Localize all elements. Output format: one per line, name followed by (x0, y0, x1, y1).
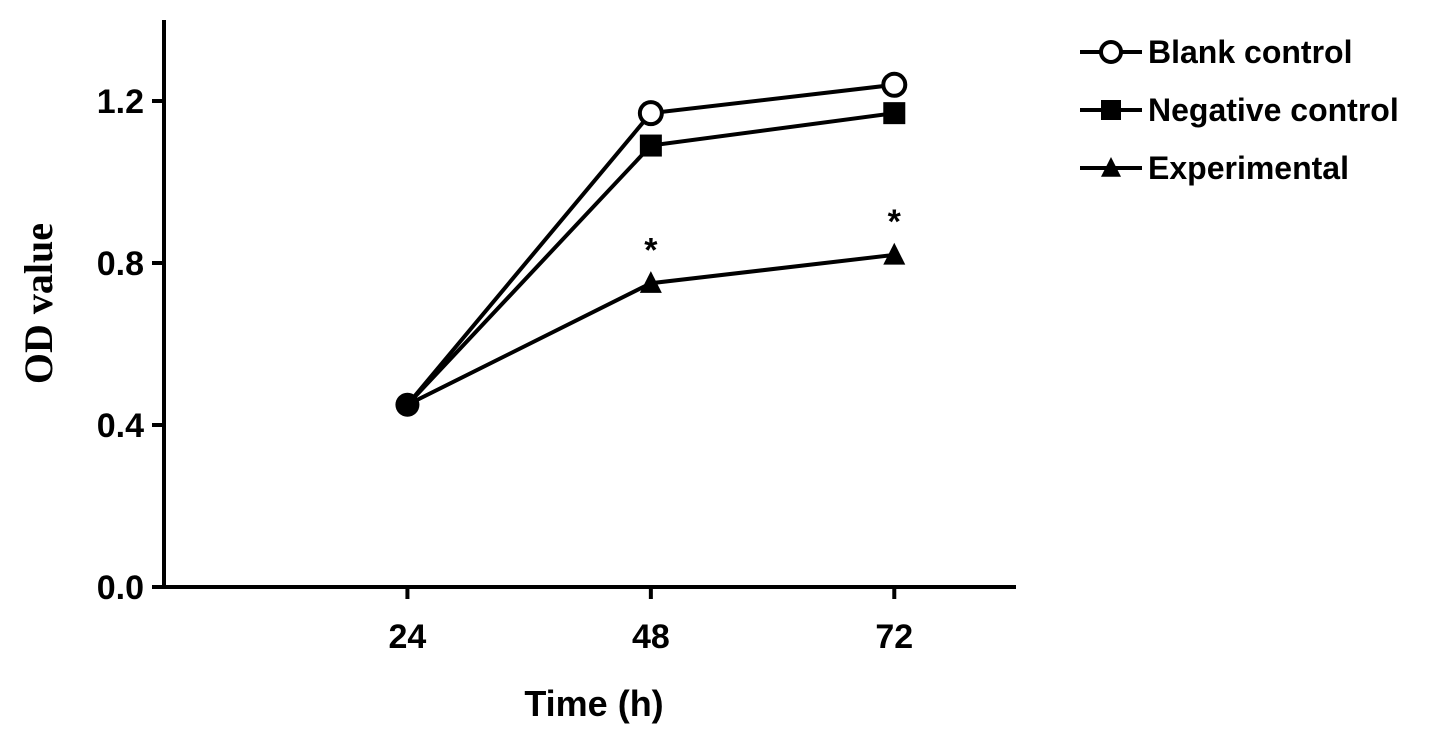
data-point (639, 134, 662, 157)
y-tick-label: 0.8 (97, 245, 144, 283)
legend-label: Blank control (1148, 34, 1352, 70)
data-point (881, 71, 908, 98)
data-point (639, 271, 662, 293)
plot-area: ** (395, 71, 908, 417)
data-point (395, 392, 420, 417)
y-tick-label: 0.0 (97, 569, 144, 607)
legend-label: Negative control (1148, 92, 1399, 128)
x-tick-label: 24 (389, 618, 427, 656)
y-tick-label: 0.4 (97, 407, 144, 445)
legend-marker (1099, 40, 1123, 64)
data-point (883, 102, 906, 125)
legend-label: Experimental (1148, 150, 1349, 186)
x-axis-title: Time (h) (524, 683, 663, 724)
legend-marker (1101, 157, 1121, 177)
significance-marker: * (888, 203, 902, 241)
data-point (637, 100, 664, 127)
legend-marker (1101, 100, 1121, 120)
x-tick-label: 48 (632, 618, 670, 656)
axes: Time (h) OD value 0.0 0.4 0.8 1.2 24 48 72 (16, 20, 1016, 724)
y-tick-label: 1.2 (97, 83, 144, 121)
significance-marker: * (644, 231, 658, 269)
y-axis-title: OD value (16, 223, 61, 384)
data-point (883, 242, 906, 265)
legend: Blank control Negative control Experimenta… (1080, 34, 1399, 186)
x-tick-label: 72 (875, 618, 913, 656)
